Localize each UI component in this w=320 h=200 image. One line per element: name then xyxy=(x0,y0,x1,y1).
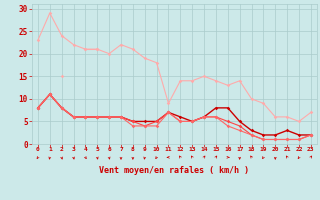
X-axis label: Vent moyen/en rafales ( km/h ): Vent moyen/en rafales ( km/h ) xyxy=(100,166,249,175)
